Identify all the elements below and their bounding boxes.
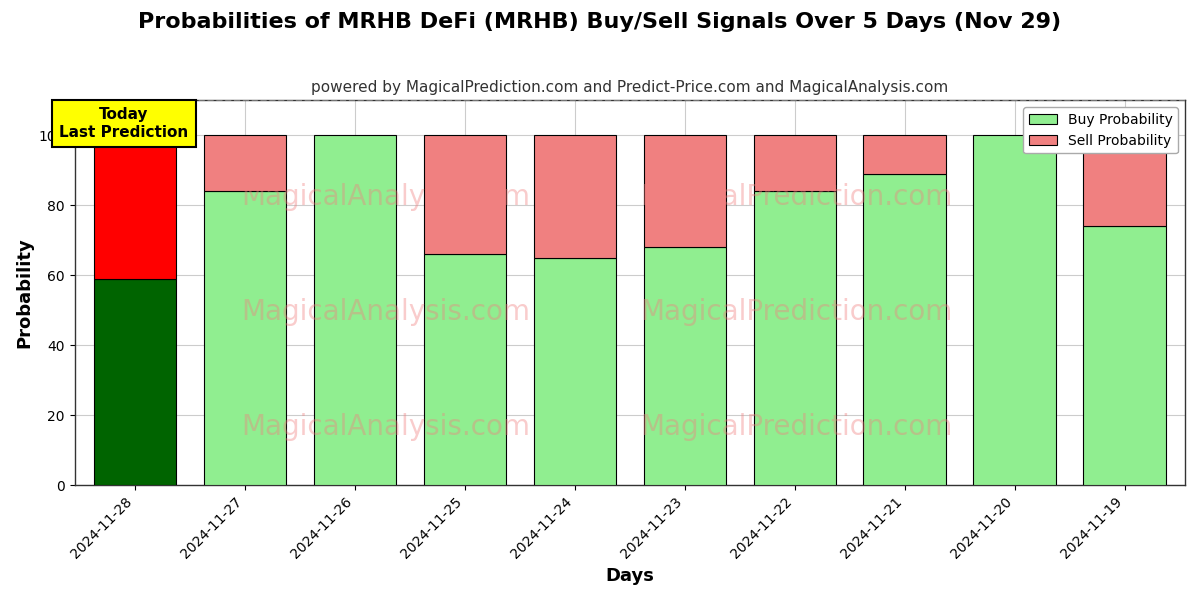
Text: MagicalAnalysis.com: MagicalAnalysis.com: [241, 413, 530, 442]
Text: MagicalPrediction.com: MagicalPrediction.com: [640, 182, 953, 211]
Text: Today
Last Prediction: Today Last Prediction: [60, 107, 188, 140]
Title: powered by MagicalPrediction.com and Predict-Price.com and MagicalAnalysis.com: powered by MagicalPrediction.com and Pre…: [311, 80, 948, 95]
Bar: [864, 136, 946, 174]
Y-axis label: Probability: Probability: [16, 238, 34, 348]
X-axis label: Days: Days: [605, 567, 654, 585]
Bar: [94, 279, 176, 485]
Bar: [424, 136, 506, 254]
Bar: [534, 136, 616, 258]
Bar: [973, 136, 1056, 485]
Bar: [1084, 226, 1165, 485]
Bar: [864, 174, 946, 485]
Bar: [313, 136, 396, 485]
Bar: [204, 191, 287, 485]
Bar: [534, 258, 616, 485]
Legend: Buy Probability, Sell Probability: Buy Probability, Sell Probability: [1024, 107, 1178, 154]
Text: MagicalPrediction.com: MagicalPrediction.com: [640, 298, 953, 326]
Bar: [643, 247, 726, 485]
Bar: [643, 136, 726, 247]
Bar: [1084, 136, 1165, 226]
Text: MagicalAnalysis.com: MagicalAnalysis.com: [241, 298, 530, 326]
Text: MagicalAnalysis.com: MagicalAnalysis.com: [241, 182, 530, 211]
Bar: [424, 254, 506, 485]
Bar: [754, 136, 836, 191]
Bar: [94, 136, 176, 279]
Text: MagicalPrediction.com: MagicalPrediction.com: [640, 413, 953, 442]
Bar: [754, 191, 836, 485]
Text: Probabilities of MRHB DeFi (MRHB) Buy/Sell Signals Over 5 Days (Nov 29): Probabilities of MRHB DeFi (MRHB) Buy/Se…: [138, 12, 1062, 32]
Bar: [204, 136, 287, 191]
